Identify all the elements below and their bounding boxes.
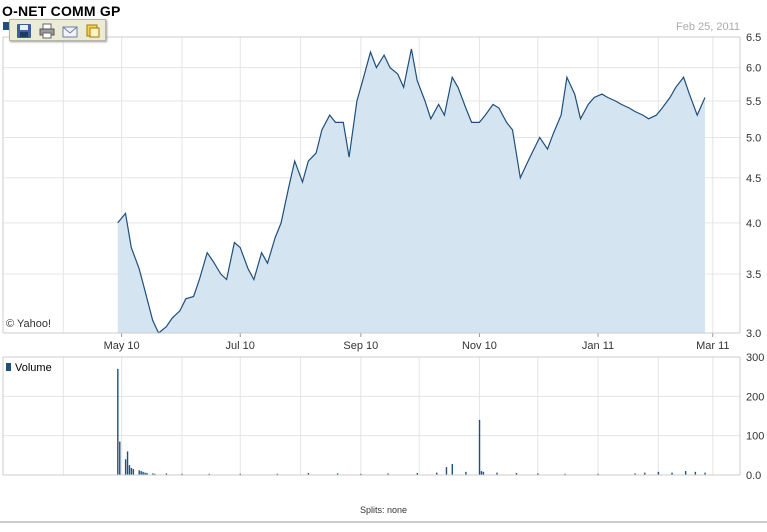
volume-bar: [138, 470, 140, 475]
volume-bar: [634, 473, 636, 475]
volume-bar: [130, 467, 133, 475]
volume-y-tick-label: 300: [746, 352, 764, 364]
volume-bar: [445, 467, 448, 475]
volume-bar: [387, 473, 389, 475]
volume-bar: [128, 465, 131, 475]
volume-bar: [671, 472, 673, 475]
volume-bar: [482, 471, 485, 475]
chart-toolbar: [9, 19, 106, 41]
x-tick-label: Nov 10: [462, 340, 497, 352]
volume-bar: [537, 473, 539, 475]
volume-grid: [2, 356, 740, 476]
price-y-tick-label: 6.5: [746, 32, 761, 44]
x-axis-ticks: May 10 Jul 10 Sep 10 Nov 10 Jan 11 Mar 11: [104, 333, 729, 352]
volume-bar: [307, 473, 310, 475]
volume-y-tick-label: 100: [746, 431, 764, 443]
copy-icon[interactable]: [85, 23, 101, 39]
volume-bar: [126, 451, 129, 475]
price-y-tick-label: 3.5: [746, 269, 761, 281]
volume-label: Volume: [15, 362, 52, 374]
price-y-tick-label: 5.0: [746, 132, 761, 144]
volume-bar: [684, 471, 687, 475]
volume-bar: [480, 471, 483, 475]
price-line: [117, 48, 706, 334]
volume-bar: [336, 473, 339, 475]
print-icon[interactable]: [39, 23, 55, 39]
volume-bar: [165, 473, 168, 475]
copyright-label: © Yahoo!: [6, 318, 52, 330]
price-area: [117, 48, 706, 334]
volume-bar: [208, 473, 210, 475]
volume-bar: [152, 473, 154, 475]
volume-bar: [146, 473, 148, 475]
volume-bar: [451, 463, 454, 475]
price-y-tick-label: 4.5: [746, 173, 761, 185]
save-icon[interactable]: [16, 23, 32, 39]
volume-bar: [117, 368, 119, 475]
volume-bar: [239, 473, 242, 475]
volume-bar: [704, 472, 706, 475]
volume-bar: [140, 471, 142, 475]
volume-bar: [564, 473, 566, 475]
price-area-fill: [117, 49, 705, 333]
x-tick-label: Jan 11: [582, 340, 614, 352]
chart-date: Feb 25, 2011: [676, 21, 741, 33]
volume-y-ticks: 0.0 100 200 300: [746, 352, 764, 482]
price-y-tick-label: 5.5: [746, 96, 761, 108]
legend-swatch: [3, 22, 9, 30]
x-tick-label: Jul 10: [226, 340, 255, 352]
volume-bar: [416, 473, 418, 475]
volume-y-tick-label: 0.0: [746, 470, 761, 482]
volume-bar: [144, 472, 146, 475]
volume-bar: [597, 473, 599, 475]
x-tick-label: Sep 10: [343, 340, 378, 352]
splits-label: Splits: none: [359, 505, 408, 515]
volume-bar: [436, 472, 438, 475]
volume-bar: [496, 472, 498, 475]
volume-legend-swatch: [6, 363, 11, 371]
volume-bar: [119, 441, 121, 475]
volume-bar: [142, 471, 144, 475]
volume-bar: [657, 471, 660, 475]
volume-bar: [132, 469, 135, 475]
volume-bars: [117, 368, 706, 475]
volume-bar: [124, 459, 127, 475]
volume-bar: [360, 473, 362, 475]
volume-y-tick-label: 200: [746, 391, 764, 403]
price-y-tick-label: 4.0: [746, 218, 761, 230]
volume-bar: [515, 473, 518, 475]
volume-bar: [694, 471, 697, 475]
x-tick-label: May 10: [104, 340, 140, 352]
volume-bar: [181, 473, 183, 475]
x-tick-label: Mar 11: [696, 340, 729, 352]
volume-bar: [478, 419, 481, 475]
email-icon[interactable]: [62, 23, 78, 39]
price-y-tick-label: 3.0: [746, 328, 761, 340]
price-y-tick-label: 6.0: [746, 63, 761, 75]
volume-bar: [465, 471, 467, 475]
volume-bar: [154, 473, 156, 475]
chart-title: O-NET COMM GP: [2, 3, 121, 19]
volume-bar: [644, 472, 646, 475]
volume-bar: [276, 473, 278, 475]
price-y-ticks: 3.0 3.5 4.0 4.5 5.0 5.5 6.0 6.5: [746, 32, 761, 340]
